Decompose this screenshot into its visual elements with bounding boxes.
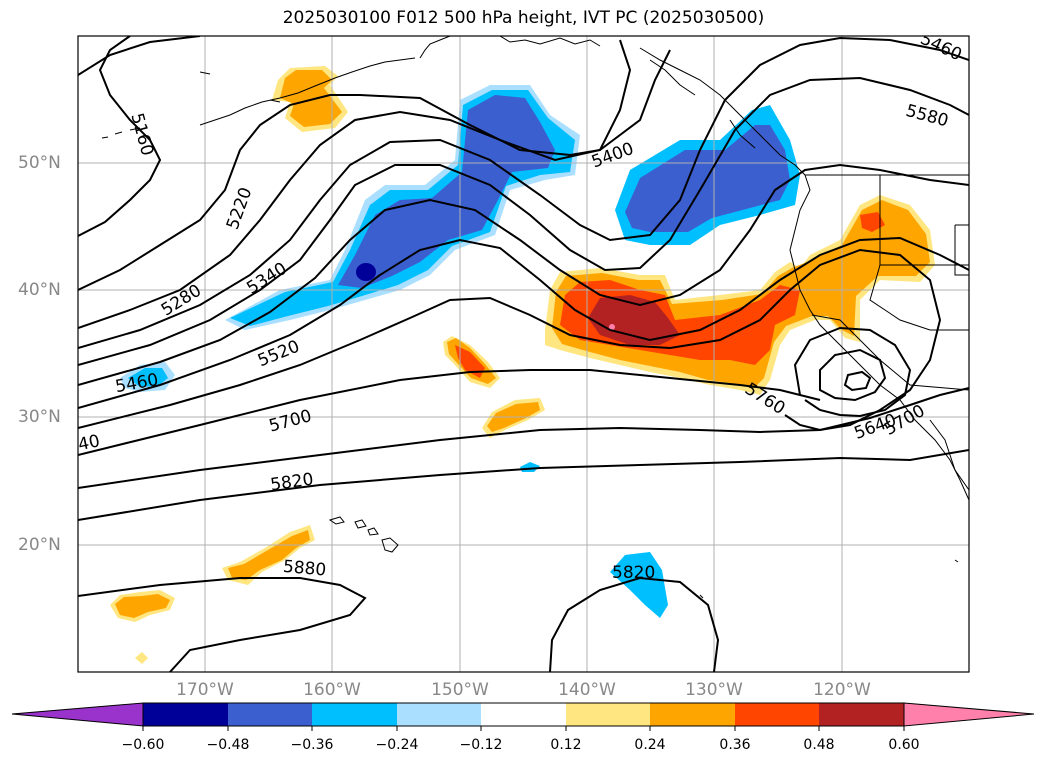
colorbar-bin	[735, 703, 819, 726]
colorbar-bin	[650, 703, 735, 726]
colorbar-tick-label: 0.36	[719, 737, 751, 753]
contour-label: 40	[76, 431, 101, 455]
colorbar-tick-label: −0.60	[121, 737, 165, 753]
colorbar-bin	[481, 703, 566, 726]
lon-tick-label: 160°W	[303, 680, 361, 700]
lon-tick-label: 150°W	[431, 680, 489, 700]
gridlines	[78, 36, 969, 672]
colorbar	[11, 702, 1035, 731]
lat-tick-label: 30°N	[18, 407, 61, 427]
colorbar-bin	[819, 703, 904, 726]
colorbar-tick-label: −0.24	[375, 737, 419, 753]
colorbar-bin	[566, 703, 650, 726]
lon-tick-label: 130°W	[685, 680, 743, 700]
lon-tick-label: 140°W	[558, 680, 616, 700]
lat-tick-label: 50°N	[18, 153, 61, 173]
colorbar-bin	[143, 703, 228, 726]
colorbar-tick-label: −0.12	[459, 737, 503, 753]
colorbar-bin	[228, 703, 312, 726]
lat-tick-label: 20°N	[18, 535, 61, 555]
colorbar-tick-label: 0.48	[803, 737, 835, 753]
colorbar-extend-high	[903, 702, 1035, 727]
map-title: 2025030100 F012 500 hPa height, IVT PC (…	[282, 8, 765, 28]
colorbar-tick-label: 0.12	[550, 737, 582, 753]
lon-tick-label: 170°W	[176, 680, 234, 700]
colorbar-bin	[312, 703, 397, 726]
map-panel: 5460 5580 5400 5160 5220 5340 5280 5520 …	[76, 36, 969, 672]
height-contours	[78, 36, 969, 672]
colorbar-tick-label: 0.24	[634, 737, 666, 753]
colorbar-tick-label: 0.60	[888, 737, 920, 753]
lat-tick-label: 40°N	[18, 280, 61, 300]
colorbar-bin	[397, 703, 481, 726]
colorbar-tick-label: −0.48	[206, 737, 250, 753]
lon-tick-label: 120°W	[813, 680, 871, 700]
colorbar-extend-low	[11, 702, 144, 727]
contour-label: 5880	[282, 557, 327, 581]
map-frame	[77, 35, 970, 673]
colorbar-tick-label: −0.36	[290, 737, 334, 753]
contour-label: 5820	[612, 563, 655, 583]
